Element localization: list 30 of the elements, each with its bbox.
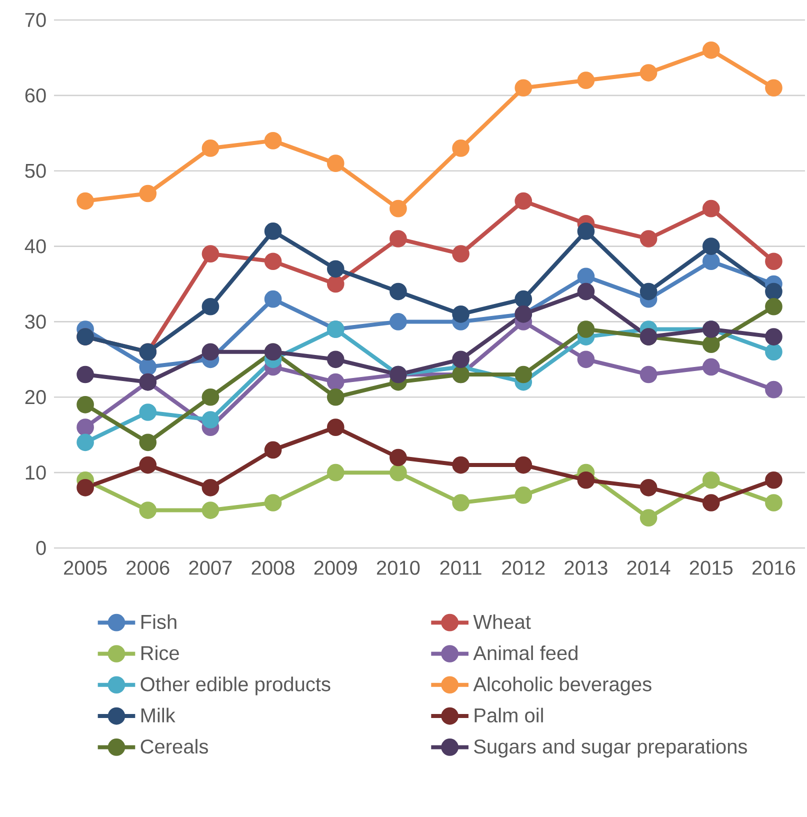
y-tick-label: 30: [25, 314, 46, 329]
legend-label: Milk: [141, 708, 176, 722]
x-tick-label: 2006: [126, 560, 170, 575]
x-tick-label: 2010: [376, 560, 420, 575]
legend-label: Palm oil: [474, 708, 543, 722]
legend-label: Cereals: [140, 738, 208, 754]
x-tick-label: 2009: [314, 560, 357, 575]
legend-label: Alcoholic beverages: [473, 676, 652, 696]
x-tick-label: 2007: [189, 560, 232, 575]
x-tick-label: 2008: [252, 560, 294, 575]
y-tick-label: 70: [25, 12, 46, 28]
x-tick-label: 2014: [627, 560, 670, 575]
x-tick-label: 2012: [502, 560, 545, 575]
legend-label: Sugars and sugar preparations: [474, 738, 747, 758]
legend-label: Wheat: [473, 614, 531, 630]
legend-label: Other edible products: [140, 676, 330, 696]
y-tick-label: 40: [24, 239, 46, 254]
y-tick-label: 0: [36, 540, 46, 556]
y-tick-label: 60: [25, 88, 46, 102]
y-tick-label: 10: [26, 465, 46, 480]
x-tick-label: 2005: [64, 560, 107, 575]
x-tick-label: 2015: [690, 560, 733, 575]
x-tick-label: 2011: [440, 560, 482, 575]
legend-label: Animal feed: [473, 645, 578, 660]
legend-label: Rice: [141, 645, 179, 660]
x-tick-label: 2013: [564, 560, 608, 575]
legend-label: Fish: [141, 614, 176, 630]
y-tick-label: 50: [25, 164, 46, 178]
y-tick-label: 20: [25, 390, 46, 404]
x-tick-label: 2016: [752, 560, 796, 575]
